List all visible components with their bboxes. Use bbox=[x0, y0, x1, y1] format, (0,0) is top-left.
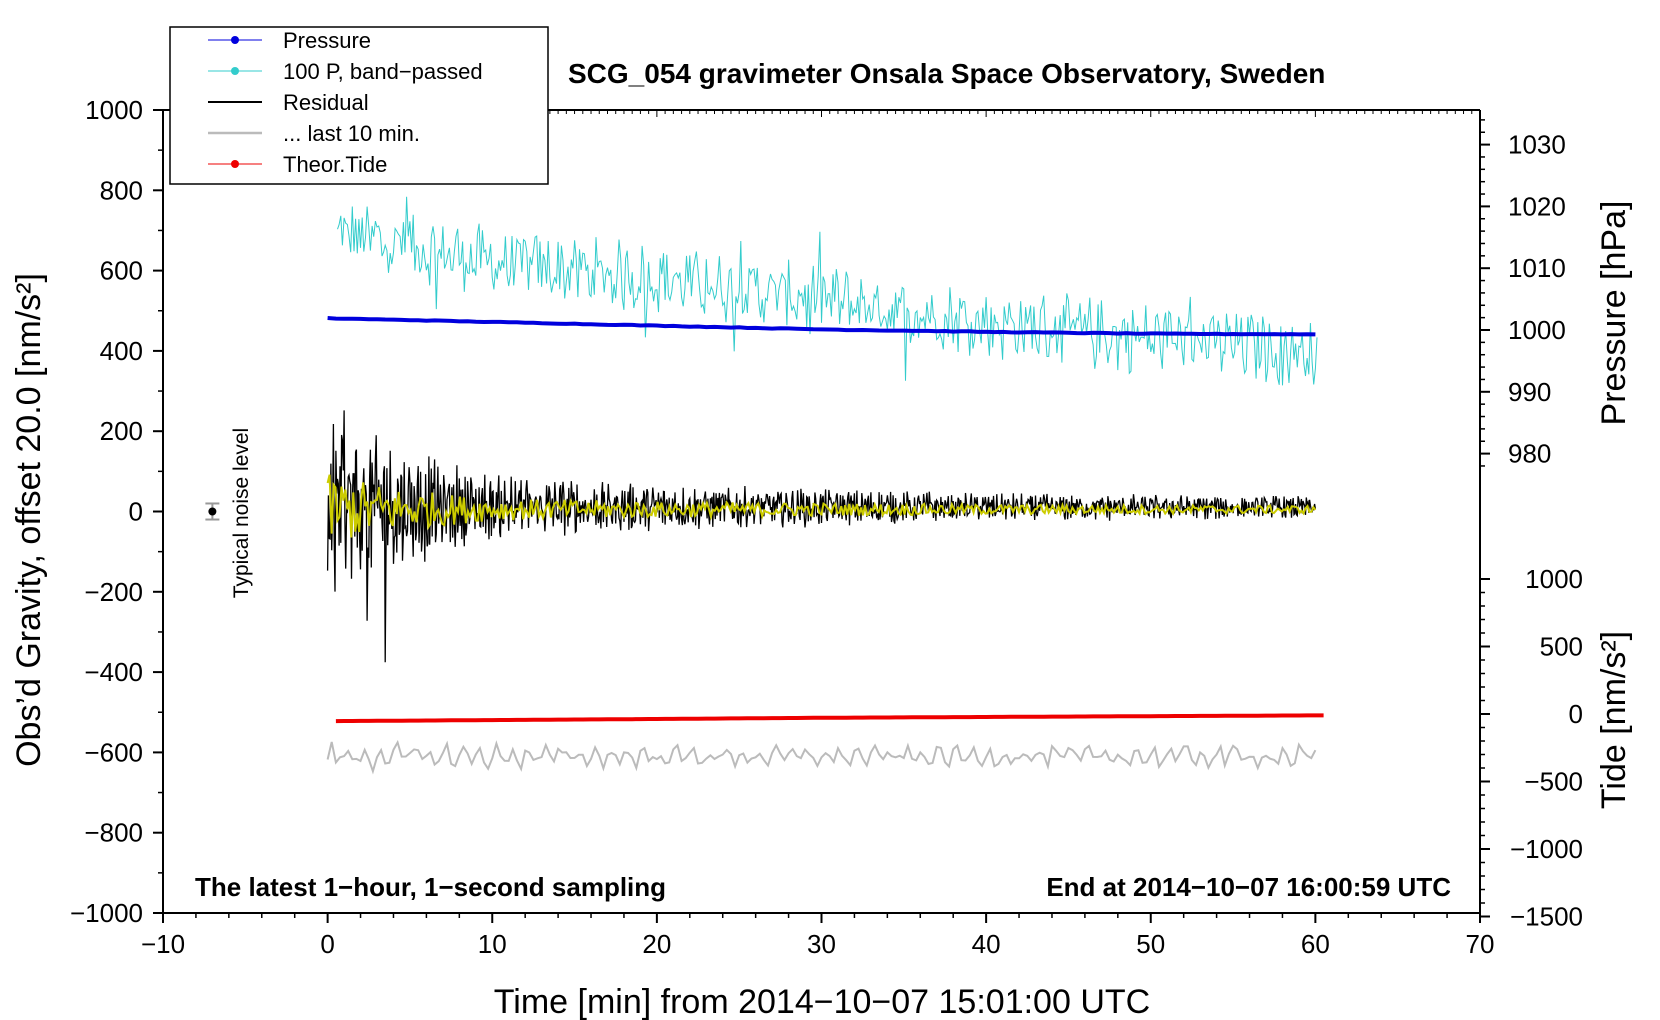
legend-label-residual: Residual bbox=[283, 90, 369, 115]
legend-dot-pressure bbox=[231, 36, 239, 44]
legend: Pressure 100 P, band−passed Residual ...… bbox=[169, 26, 549, 185]
tide-axis-ticks: −1500 −1000 −500 0 500 1000 bbox=[1480, 564, 1583, 932]
series-line-tide bbox=[335, 713, 1324, 724]
pressure-tick-label: 1000 bbox=[1508, 315, 1566, 345]
legend-label-tide: Theor.Tide bbox=[283, 152, 387, 177]
x-axis-ticks: −10 0 10 20 30 40 50 60 70 bbox=[141, 913, 1495, 959]
x-tick-label: −10 bbox=[141, 929, 185, 959]
left-tick-label: 200 bbox=[100, 416, 143, 446]
x-tick-label: 20 bbox=[642, 929, 671, 959]
left-tick-label: −400 bbox=[84, 657, 143, 687]
x-tick-label: 60 bbox=[1301, 929, 1330, 959]
x-tick-label: 70 bbox=[1466, 929, 1495, 959]
y-axis-title-tide: Tide [nm/s²] bbox=[1595, 631, 1633, 809]
x-tick-label: 0 bbox=[320, 929, 334, 959]
legend-label-last10: ... last 10 min. bbox=[283, 121, 420, 146]
series-line-pressure bbox=[327, 316, 1316, 337]
left-tick-label: −600 bbox=[84, 737, 143, 767]
left-tick-label: 400 bbox=[100, 336, 143, 366]
tide-tick-label: −1000 bbox=[1510, 834, 1583, 864]
series-line-residual-smoothed bbox=[326, 474, 1317, 538]
legend-items bbox=[208, 36, 262, 168]
series-line-residual bbox=[326, 410, 1317, 663]
left-tick-label: 600 bbox=[100, 256, 143, 286]
y-axis-title-pressure: Pressure [hPa] bbox=[1595, 201, 1633, 426]
series-layer bbox=[326, 196, 1324, 775]
y-axis-title-left: Obs’d Gravity, offset 20.0 [nm/s²] bbox=[10, 273, 48, 767]
left-tick-label: 800 bbox=[100, 175, 143, 205]
tide-tick-label: −1500 bbox=[1510, 902, 1583, 932]
noise-level-label: Typical noise level bbox=[230, 428, 253, 598]
sampling-note: The latest 1−hour, 1−second sampling bbox=[195, 872, 666, 902]
left-tick-label: 1000 bbox=[85, 95, 143, 125]
pressure-tick-label: 980 bbox=[1508, 439, 1551, 469]
tide-tick-label: −500 bbox=[1524, 767, 1583, 797]
x-tick-label: 50 bbox=[1136, 929, 1165, 959]
noise-point bbox=[208, 507, 217, 516]
legend-dot-bandpassed bbox=[231, 67, 239, 75]
series-line-bandpassed bbox=[337, 196, 1318, 386]
pressure-tick-label: 1020 bbox=[1508, 191, 1566, 221]
tide-tick-label: 1000 bbox=[1525, 564, 1583, 594]
x-axis-title: Time [min] from 2014−10−07 15:01:00 UTC bbox=[494, 983, 1150, 1020]
tide-tick-label: 0 bbox=[1569, 699, 1583, 729]
left-axis-ticks: −1000 −800 −600 −400 −200 0 200 400 600 800 1000 bbox=[70, 95, 163, 928]
left-tick-label: −200 bbox=[84, 577, 143, 607]
chart-title: SCG_054 gravimeter Onsala Space Observat… bbox=[568, 58, 1325, 89]
tide-tick-label: 500 bbox=[1540, 632, 1583, 662]
legend-label-bandpassed: 100 P, band−passed bbox=[283, 59, 483, 84]
left-tick-label: 0 bbox=[129, 497, 143, 527]
pressure-axis-ticks: 980 990 1000 1010 1020 1030 bbox=[1480, 119, 1566, 469]
legend-dot-tide bbox=[231, 160, 239, 168]
x-tick-label: 10 bbox=[478, 929, 507, 959]
x-tick-label: 30 bbox=[807, 929, 836, 959]
pressure-tick-label: 990 bbox=[1508, 377, 1551, 407]
legend-box bbox=[169, 26, 549, 185]
left-tick-label: −1000 bbox=[70, 898, 143, 928]
noise-level-marker bbox=[205, 502, 220, 521]
pressure-tick-label: 1030 bbox=[1508, 130, 1566, 160]
pressure-tick-label: 1010 bbox=[1508, 253, 1566, 283]
legend-label-pressure: Pressure bbox=[283, 28, 371, 53]
x-tick-label: 40 bbox=[972, 929, 1001, 959]
left-tick-label: −800 bbox=[84, 818, 143, 848]
series-line-last10 bbox=[326, 739, 1317, 775]
end-time-note: End at 2014−10−07 16:00:59 UTC bbox=[1046, 872, 1451, 902]
